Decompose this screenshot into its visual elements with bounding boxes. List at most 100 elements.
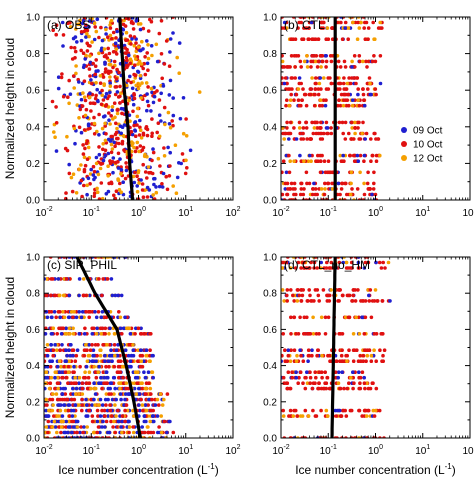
data-point — [350, 76, 354, 80]
data-point — [120, 332, 124, 336]
data-point — [100, 46, 104, 51]
data-point — [113, 41, 118, 46]
data-point — [349, 137, 353, 141]
data-point — [102, 315, 107, 320]
data-point — [87, 19, 92, 23]
x-tick-exp: 0 — [142, 206, 146, 213]
data-point — [84, 293, 88, 298]
data-point — [71, 425, 76, 429]
data-point — [97, 381, 101, 386]
data-point — [348, 192, 353, 197]
data-point — [84, 364, 89, 369]
data-point — [133, 170, 137, 175]
data-point — [78, 107, 83, 112]
data-point — [51, 326, 55, 331]
data-point — [118, 326, 123, 331]
x-tick-label: 102 — [462, 444, 474, 457]
data-point — [281, 131, 286, 136]
data-point — [114, 130, 119, 135]
data-point — [121, 180, 125, 184]
data-point — [101, 419, 105, 424]
data-point — [116, 364, 121, 369]
data-point — [97, 35, 101, 40]
data-point — [340, 37, 345, 41]
data-point — [149, 19, 154, 24]
data-point — [314, 59, 318, 64]
data-point — [133, 332, 137, 336]
data-point — [366, 260, 371, 265]
data-point — [92, 177, 96, 182]
data-point — [177, 41, 182, 45]
data-point — [135, 140, 140, 145]
data-point — [382, 348, 387, 353]
data-point — [49, 293, 53, 298]
data-point — [138, 144, 143, 148]
data-point — [66, 95, 70, 99]
data-point — [95, 408, 100, 413]
data-point — [314, 375, 318, 380]
data-point — [112, 343, 117, 347]
data-point — [47, 386, 52, 391]
data-point — [92, 386, 97, 391]
data-point — [167, 64, 172, 68]
data-point — [146, 403, 150, 407]
data-point — [99, 102, 104, 107]
data-point — [136, 326, 141, 331]
data-point — [298, 315, 302, 320]
data-point — [175, 55, 179, 60]
x-tick-label: 101 — [178, 206, 193, 219]
data-point — [305, 54, 309, 58]
data-point — [93, 310, 97, 314]
data-point — [150, 353, 154, 358]
data-point — [184, 158, 188, 163]
data-point — [338, 87, 342, 91]
data-point — [125, 83, 129, 88]
data-point — [316, 293, 321, 298]
data-point — [60, 343, 64, 347]
data-point — [281, 353, 284, 358]
data-point — [288, 65, 292, 69]
data-point — [308, 266, 312, 270]
data-point — [356, 260, 361, 265]
x-tick-exp: 1 — [426, 444, 430, 451]
data-point — [289, 348, 293, 353]
data-point — [93, 403, 97, 407]
data-point — [97, 152, 102, 157]
data-point — [93, 96, 98, 101]
mean-profile-line — [118, 16, 135, 201]
data-point — [318, 266, 323, 270]
data-point — [99, 25, 103, 30]
data-point — [152, 197, 157, 200]
data-point — [343, 137, 348, 141]
data-point — [114, 348, 119, 353]
data-point — [324, 87, 329, 91]
data-point — [156, 156, 161, 161]
data-point — [45, 348, 49, 353]
data-point — [82, 425, 86, 429]
data-point — [111, 375, 116, 380]
data-point — [311, 408, 315, 413]
y-axis-label: Normalized height in cloud — [3, 38, 17, 179]
data-point — [305, 370, 309, 375]
data-point — [344, 260, 349, 265]
data-point — [363, 260, 368, 265]
y-tick-label: 0.4 — [263, 361, 277, 372]
data-point — [320, 353, 324, 358]
data-point — [366, 26, 371, 30]
data-point — [62, 293, 66, 298]
data-point — [340, 332, 345, 336]
data-point — [89, 167, 93, 172]
data-point — [79, 38, 84, 43]
data-point — [282, 137, 287, 141]
data-point — [299, 353, 303, 358]
data-point — [312, 299, 316, 303]
data-point — [292, 192, 296, 197]
data-point — [104, 403, 108, 407]
data-point — [170, 119, 174, 123]
data-point — [367, 299, 372, 303]
x-tick-exp: -2 — [46, 206, 52, 213]
y-tick-label: 0.8 — [26, 49, 40, 60]
data-point — [141, 26, 146, 31]
data-point — [87, 25, 91, 29]
